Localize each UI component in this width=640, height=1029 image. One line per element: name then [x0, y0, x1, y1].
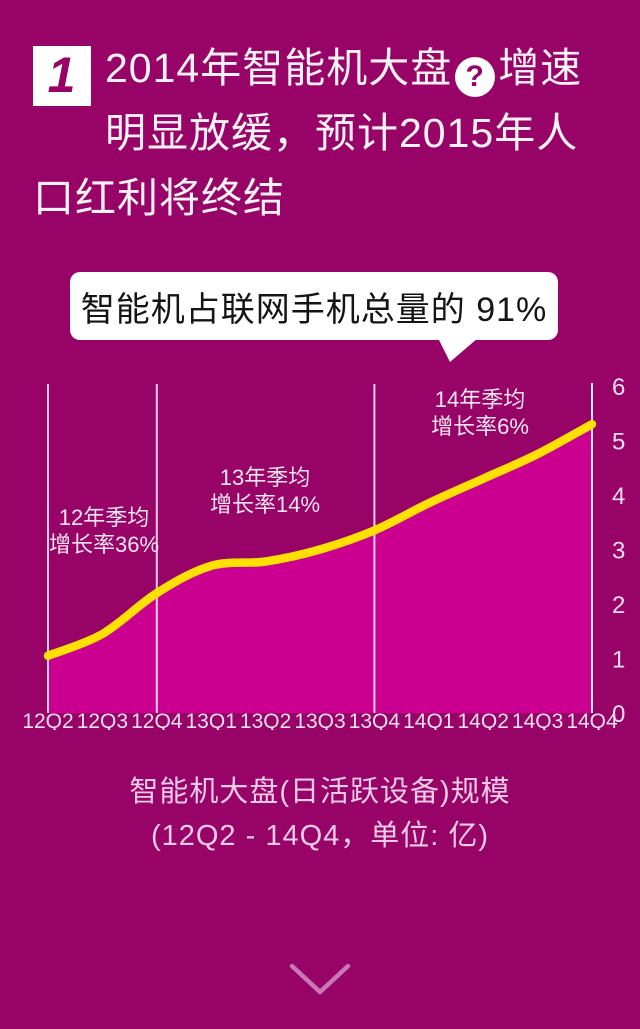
page-title: 1 2014年智能机大盘? 增速明显放缓，预计2015年人口红利将终结 [33, 36, 613, 231]
bubble-text: 智能机占联网手机总量的 91% [80, 290, 548, 329]
x-tick-label: 13Q2 [240, 710, 291, 730]
annotation-14-growth: 14年季均 增长率6% [431, 387, 529, 439]
bubble-tail [438, 338, 478, 362]
x-tick-label: 14Q2 [458, 710, 509, 730]
x-tick-label: 12Q3 [77, 710, 128, 730]
growth-chart: 0 1 2 3 4 5 6 12Q2 12Q3 12Q4 13Q1 13Q2 13Q3 13Q4 14Q1 1… [0, 370, 640, 730]
chart-trend-line [43, 419, 597, 661]
y-tick-label: 3 [612, 538, 625, 565]
y-tick-label: 5 [612, 429, 625, 456]
annotation-12-growth: 12年季均 增长率36% [48, 505, 160, 557]
x-tick-label: 14Q1 [403, 710, 454, 730]
x-tick-label: 13Q3 [294, 710, 345, 730]
y-tick-label: 4 [612, 483, 625, 510]
chart-area-fill [48, 424, 592, 713]
x-tick-label: 14Q3 [512, 710, 563, 730]
x-tick-label: 14Q4 [566, 710, 618, 730]
y-tick-label: 2 [612, 592, 625, 619]
y-tick-label: 0 [612, 701, 625, 728]
chevron-down-icon[interactable] [282, 954, 358, 1004]
x-tick-label: 12Q4 [131, 710, 183, 730]
page-title-part1: 2014年智能机大盘 [105, 45, 453, 91]
x-tick-label: 13Q4 [349, 710, 401, 730]
x-tick-label: 12Q2 [22, 710, 73, 730]
chart-caption-line2: (12Q2 - 14Q4，单位: 亿) [150, 820, 490, 852]
help-icon[interactable]: ? [455, 57, 496, 97]
annotation-13-growth: 13年季均 增长率14% [209, 465, 321, 517]
speech-bubble: 智能机占联网手机总量的 91% [70, 272, 558, 362]
y-tick-label: 1 [612, 647, 625, 674]
section-number-badge: 1 [33, 46, 91, 106]
chart-caption-line1: 智能机大盘(日活跃设备)规模 [129, 776, 511, 808]
x-tick-label: 13Q1 [186, 710, 237, 730]
y-tick-label: 6 [612, 374, 625, 401]
page-title-part2: 增速明显放缓，预计2015年人口红利将终结 [33, 45, 583, 221]
chart-caption: 智能机大盘(日活跃设备)规模 (12Q2 - 14Q4，单位: 亿) [0, 770, 640, 858]
